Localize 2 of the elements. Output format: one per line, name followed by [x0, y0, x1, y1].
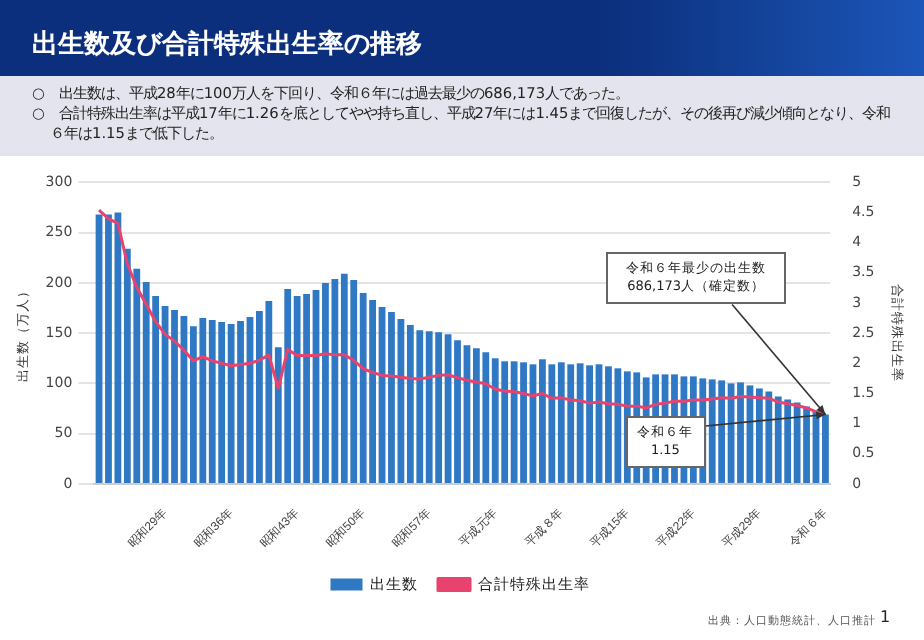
- text: 1: [880, 608, 891, 626]
- chart-title: 出生数及び合計特殊出生率の推移: [32, 27, 422, 62]
